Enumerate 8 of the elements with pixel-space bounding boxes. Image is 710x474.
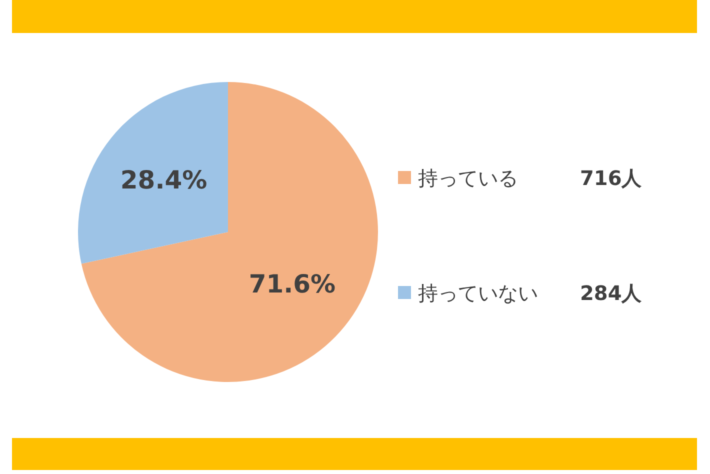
data-label: 71.6% [248,269,336,298]
pie-slice [81,82,378,382]
pie-slice [78,82,228,264]
legend-label: 持っていない [418,281,538,305]
legend-label: 持っている [418,166,518,190]
data-label: 28.4% [120,166,208,195]
text: 716人 [580,166,643,190]
text: 284人 [580,281,643,305]
